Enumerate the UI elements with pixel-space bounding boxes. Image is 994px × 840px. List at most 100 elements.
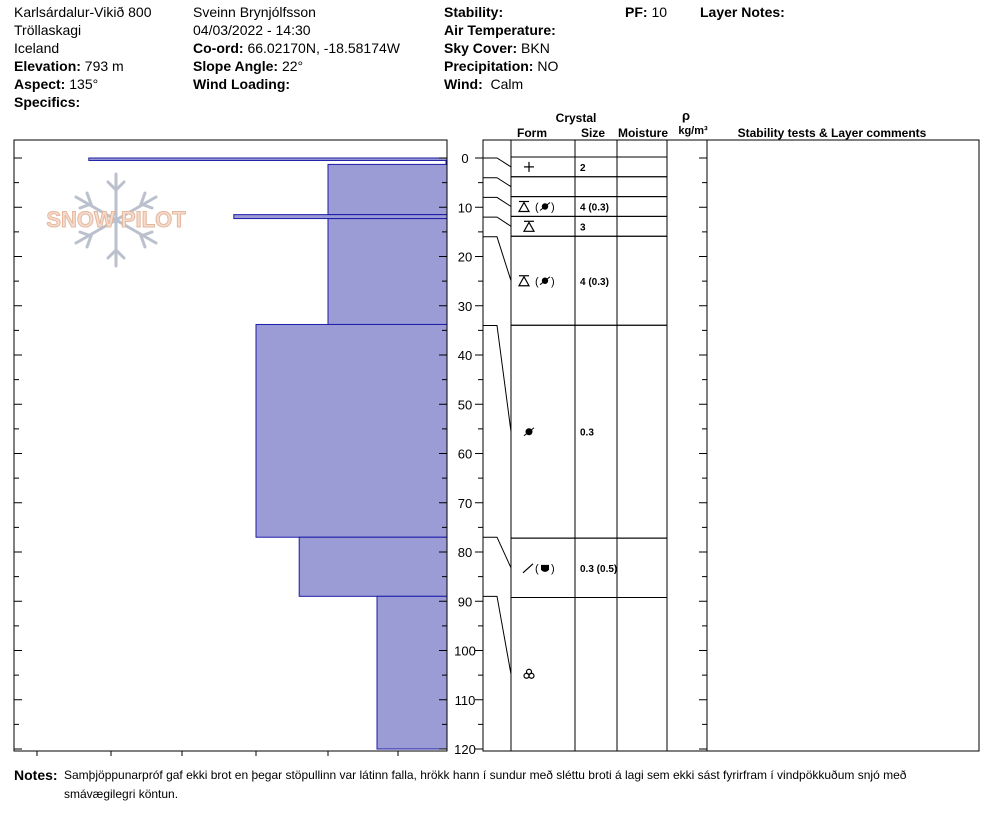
wind-value: Calm — [490, 76, 524, 92]
coord-label: Co-ord: — [193, 40, 244, 56]
crystal-size-5: 0.3 — [580, 428, 594, 439]
layer-connector-5 — [483, 324, 512, 432]
crystal-size-4: 4 (0.3) — [580, 277, 609, 288]
depth-label-100: 100 — [454, 644, 476, 659]
region-name: Tröllaskagi — [14, 22, 82, 38]
elevation-value: 793 m — [84, 58, 124, 74]
crystal-size-2: 4 (0.3) — [580, 203, 609, 214]
header-column-weather: Stability: Air Temperature: Sky Cover: B… — [444, 3, 558, 93]
sky-cover-label: Sky Cover: — [444, 40, 518, 56]
depth-label-110: 110 — [455, 693, 476, 708]
hardness-tick-label-5: F — [394, 758, 402, 760]
notes-label: Notes: — [14, 767, 58, 783]
watermark-text: SNOW PILOT — [46, 207, 186, 232]
paren-close: ) — [551, 276, 555, 288]
observation-datetime: 04/03/2022 - 14:30 — [193, 22, 311, 38]
hardness-bar-5 — [255, 323, 448, 538]
slope-label: Slope Angle: — [193, 58, 279, 74]
aspect-value: 135° — [69, 76, 99, 92]
crystal-form-faceted-rounded-icon: () — [517, 200, 555, 214]
depth-axis: 0 10 20 30 40 50 60 70 80 90 100 110 120 — [14, 151, 707, 757]
layer-connector-1 — [483, 177, 512, 188]
snowflake-icon — [74, 172, 158, 268]
density-unit: kg/m³ — [678, 125, 708, 137]
depth-label-10: 10 — [458, 200, 472, 215]
depth-label-120: 120 — [454, 742, 476, 757]
specifics-label: Specifics: — [14, 94, 81, 110]
header-column-observer: Sveinn Brynjólfsson 04/03/2022 - 14:30 C… — [193, 3, 400, 93]
hardness-tick-label-4: 4F — [320, 758, 335, 760]
hardness-profile — [88, 157, 448, 750]
crystal-size-6: 0.3 (0.5) — [580, 564, 617, 575]
hardness-tick-label-1: K — [106, 758, 116, 760]
stability-label: Stability: — [444, 4, 504, 20]
air-temperature-label: Air Temperature: — [444, 22, 556, 38]
hardness-bar-2 — [327, 163, 448, 216]
layer-connector-2 — [483, 196, 512, 207]
sky-cover-value: BKN — [521, 40, 550, 56]
wind-label: Wind: — [444, 76, 483, 92]
precipitation-label: Precipitation: — [444, 58, 534, 74]
hardness-plot-frame — [13, 139, 448, 752]
crystal-table-frame — [482, 139, 980, 752]
depth-label-90: 90 — [458, 594, 472, 609]
depth-label-0: 0 — [461, 151, 468, 166]
hardness-tick-label-0: I — [35, 758, 39, 760]
rounded-grain-slash — [523, 427, 535, 437]
wind-loading-label: Wind Loading: — [193, 76, 291, 92]
crystal-form-slash-melt-icon: () — [522, 563, 555, 575]
triangle-mark — [522, 221, 536, 232]
hardness-tick-label-3: 1F — [248, 758, 263, 760]
paren-close: ) — [551, 202, 555, 214]
depth-label-80: 80 — [458, 545, 472, 560]
depth-label-50: 50 — [458, 397, 472, 412]
layer-connector-3 — [483, 216, 512, 227]
crystal-table-rows: 2 () 4 (0.3) 3 () 4 (0.3) 0.3 () 0.3 (0.5) — [483, 156, 667, 679]
crystal-form-rounded-icon — [523, 427, 535, 437]
hardness-bar-4 — [327, 218, 448, 325]
size-header: Size — [581, 126, 605, 140]
country-name: Iceland — [14, 40, 60, 56]
depth-label-40: 40 — [458, 348, 472, 363]
hardness-bar-0 — [88, 157, 448, 161]
rounded-grain-slash — [539, 276, 551, 286]
hardness-axis: I K P 1F 4F F — [35, 751, 402, 760]
crystal-table-grid — [510, 140, 708, 751]
layer-connector-6 — [483, 536, 512, 569]
aspect-label: Aspect: — [14, 76, 66, 92]
crystal-form-faceted-rounded-icon: () — [517, 275, 555, 288]
stability-tests-header: Stability tests & Layer comments — [738, 126, 927, 140]
snow-pit-chart: I K P 1F 4F F 0 10 20 30 40 50 60 70 80 90 100 110 120 2 (… — [13, 108, 980, 760]
crystal-size-3: 3 — [580, 222, 586, 233]
density-symbol: ρ — [682, 108, 690, 123]
crystal-form-cluster-icon — [523, 668, 535, 679]
paren-open: ( — [535, 276, 539, 288]
hardness-bar-3 — [233, 214, 448, 220]
notes-section: Notes: Samþjöppunarpróf gaf ekki brot en… — [14, 766, 974, 804]
pf-field: PF: 10 — [625, 3, 667, 21]
layer-notes-label: Layer Notes: — [700, 4, 785, 20]
form-header: Form — [517, 126, 547, 140]
rounded-grain-slash — [539, 202, 551, 211]
slope-value: 22° — [281, 58, 304, 74]
depth-label-20: 20 — [458, 250, 472, 265]
coord-value: 66.02170N, -18.58174W — [247, 40, 400, 56]
snowpilot-watermark-logo: SNOW PILOT — [46, 172, 187, 268]
cluster-grain-c — [525, 668, 533, 675]
broken-fragment-slash — [522, 563, 534, 574]
layer-notes-field: Layer Notes: — [700, 3, 785, 21]
notes-text: Samþjöppunarpróf gaf ekki brot en þegar … — [64, 768, 907, 801]
layer-connector-7 — [483, 595, 512, 675]
hardness-tick-label-2: P — [178, 758, 187, 760]
header-column-location: Karlsárdalur-Vikið 800 Tröllaskagi Icela… — [14, 3, 151, 111]
elevation-label: Elevation: — [14, 58, 81, 74]
depth-label-70: 70 — [458, 496, 472, 511]
depth-label-60: 60 — [458, 447, 472, 462]
crystal-form-plus-icon — [524, 161, 534, 172]
location-name: Karlsárdalur-Vikið 800 — [14, 4, 152, 20]
triangle-mark — [517, 275, 531, 287]
hardness-bar-7 — [376, 595, 448, 750]
crystal-form-faceted-icon — [522, 220, 536, 232]
triangle-mark — [517, 201, 531, 213]
paren-close: ) — [551, 563, 555, 575]
